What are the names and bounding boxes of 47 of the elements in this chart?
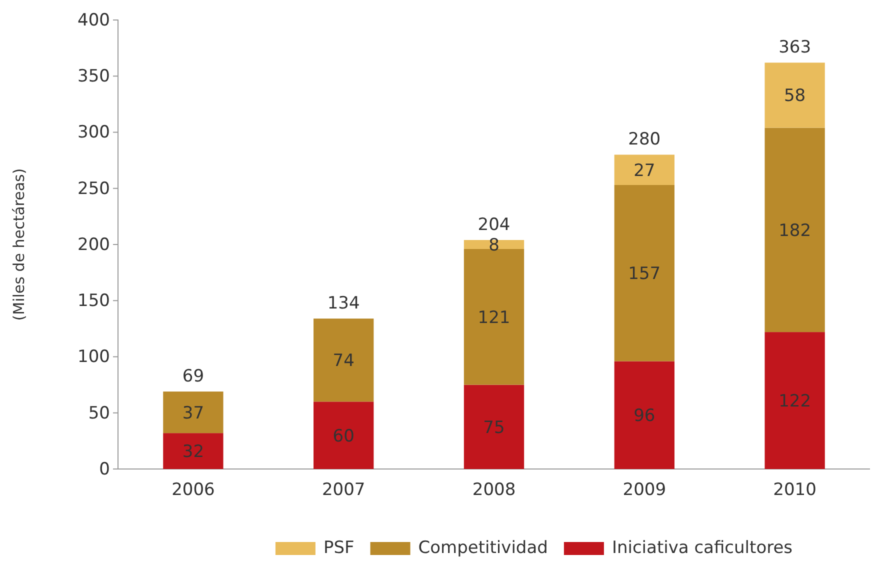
y-tick-label: 150: [78, 291, 110, 312]
bar: [314, 318, 374, 402]
total-label: 69: [182, 366, 204, 387]
bar: [764, 332, 825, 469]
x-tick-label: 2007: [322, 480, 366, 500]
legend-label: Iniciativa caficultores: [612, 538, 793, 558]
total-label: 280: [628, 130, 661, 150]
y-tick-label: 0: [99, 459, 110, 480]
y-tick-label: 400: [78, 10, 110, 30]
y-tick-label: 300: [78, 122, 110, 143]
data-label: 74: [332, 351, 354, 372]
legend-label: PSF: [323, 538, 354, 558]
x-tick-label: 2010: [773, 480, 816, 500]
bar: [163, 392, 224, 434]
data-label: 32: [182, 442, 204, 462]
bar: [614, 154, 674, 186]
y-tick-label: 350: [78, 66, 110, 87]
data-label: 37: [182, 403, 204, 424]
bar: [614, 361, 674, 469]
y-axis-title: (Miles de hectáreas): [10, 168, 28, 321]
x-tick-label: 2008: [472, 480, 516, 500]
data-label: 60: [332, 426, 354, 446]
data-label: 182: [778, 220, 812, 241]
bar: [464, 384, 524, 469]
data-label: 96: [634, 406, 656, 426]
bar: [163, 433, 224, 469]
x-tick-label: 2009: [622, 480, 666, 500]
bar: [314, 402, 374, 469]
bar: [764, 128, 825, 332]
y-tick-label: 250: [78, 178, 110, 199]
data-label: 122: [778, 392, 812, 412]
total-label: 134: [327, 294, 360, 314]
data-label: 27: [634, 160, 656, 181]
y-tick-label: 50: [88, 403, 110, 424]
total-label: 204: [478, 215, 510, 236]
data-label: 121: [478, 308, 510, 328]
data-label: 58: [784, 86, 806, 106]
x-tick-label: 2006: [172, 480, 215, 500]
legend-label: Competitividad: [418, 538, 548, 558]
bar: [614, 185, 674, 362]
total-label: 363: [778, 38, 812, 58]
y-tick-label: 200: [78, 234, 110, 255]
bar: [764, 62, 825, 128]
data-label: 157: [628, 264, 661, 284]
data-label: 8: [488, 236, 500, 256]
data-label: 75: [483, 418, 505, 438]
y-tick-label: 100: [78, 347, 110, 368]
